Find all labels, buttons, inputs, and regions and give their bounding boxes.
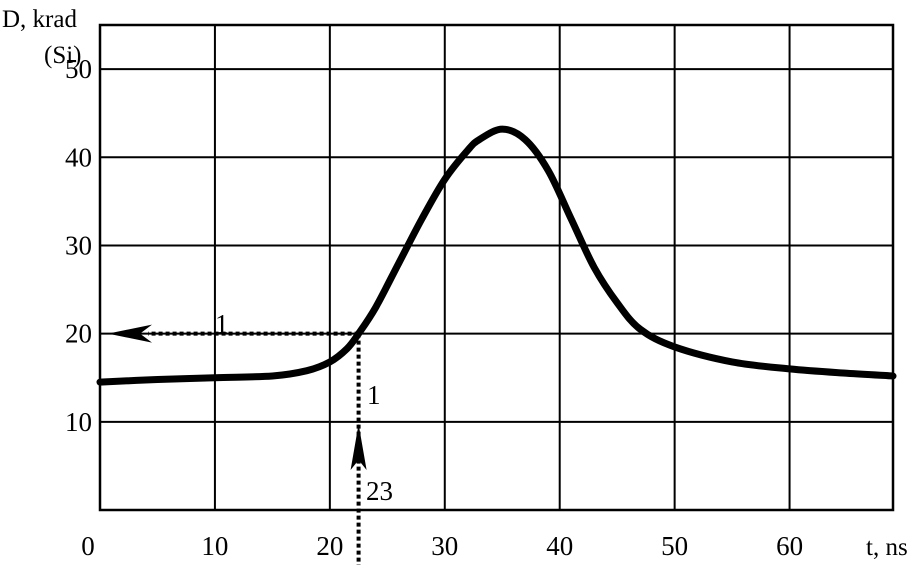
axes — [98, 23, 895, 512]
series — [96, 125, 897, 386]
x-tick-label-0: 0 — [81, 531, 95, 561]
label-bottom: 23 — [366, 476, 393, 506]
horizontal-arrow-head — [108, 324, 152, 343]
grid-lines — [100, 25, 893, 510]
y-tick-label-40: 40 — [65, 142, 92, 172]
label-horizontal: 1 — [215, 309, 229, 339]
annotations: 1 1 23 — [108, 309, 393, 565]
x-tick-label-40: 40 — [546, 531, 573, 561]
x-tick-label-30: 30 — [431, 531, 458, 561]
y-axis-label-line1: D, krad — [2, 6, 77, 33]
dose-curve — [96, 125, 897, 386]
y-axis-label-line2: (Si) — [44, 42, 82, 69]
tick-labels: 0 10 20 30 40 50 60 10 20 30 40 50 — [65, 54, 803, 561]
x-tick-label-20: 20 — [316, 531, 343, 561]
x-tick-label-60: 60 — [776, 531, 803, 561]
vertical-arrow-head — [350, 424, 367, 470]
y-tick-label-10: 10 — [65, 407, 92, 437]
y-tick-label-50: 50 — [65, 54, 92, 84]
y-tick-label-30: 30 — [65, 230, 92, 260]
x-axis-label: t, ns — [866, 534, 908, 561]
x-tick-label-50: 50 — [661, 531, 688, 561]
plot-frame — [98, 23, 895, 512]
x-tick-label-10: 10 — [201, 531, 228, 561]
label-vertical: 1 — [367, 380, 381, 410]
y-tick-label-20: 20 — [65, 319, 92, 349]
